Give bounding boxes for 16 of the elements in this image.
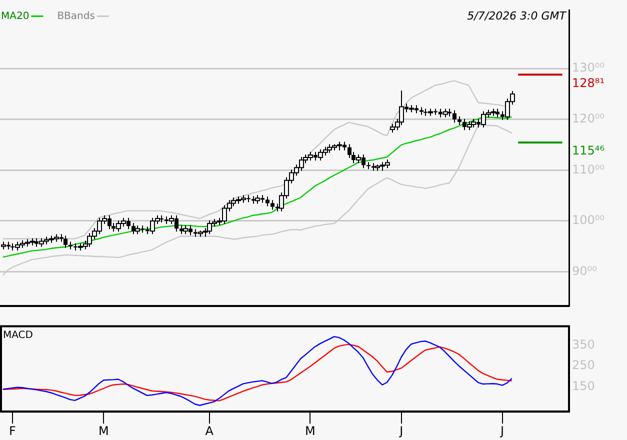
legend-label: MA20: [1, 10, 30, 22]
candlestick: [266, 196, 270, 207]
x-tick-label: J: [398, 424, 404, 438]
x-tick-label: A: [205, 424, 214, 438]
x-tick-label: M: [98, 424, 109, 438]
chart-title: MACD: [3, 330, 34, 341]
candlestick: [64, 235, 68, 248]
legend-label: BBands: [57, 10, 95, 22]
x-tick-label: F: [9, 424, 16, 438]
ref-line-label: 128⁸¹: [572, 76, 605, 90]
x-tick-label: J: [499, 424, 504, 438]
candlestick: [452, 110, 456, 123]
x-tick-label: M: [305, 424, 316, 438]
candlestick: [270, 200, 274, 210]
ref-line-label: 115⁴⁶: [572, 144, 605, 158]
annotation: 5/7/2026 3:0 GMT: [467, 10, 568, 23]
